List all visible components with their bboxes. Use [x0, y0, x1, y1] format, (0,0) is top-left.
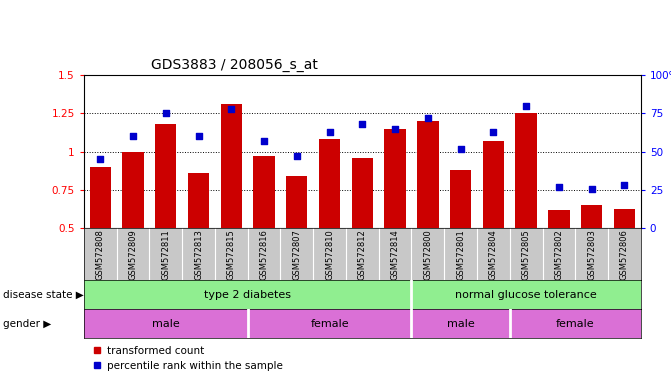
Bar: [188, 173, 209, 228]
Text: gender ▶: gender ▶: [3, 318, 52, 329]
Text: GSM572812: GSM572812: [358, 229, 367, 280]
Text: normal glucose tolerance: normal glucose tolerance: [455, 290, 597, 300]
Bar: [84, 280, 411, 309]
Bar: [155, 124, 176, 228]
Text: GSM572803: GSM572803: [587, 229, 596, 280]
Text: GSM572810: GSM572810: [325, 229, 334, 280]
Text: GSM572804: GSM572804: [489, 229, 498, 280]
Bar: [90, 167, 111, 228]
Text: male: male: [152, 318, 180, 329]
Text: GSM572807: GSM572807: [293, 229, 301, 280]
Text: GSM572813: GSM572813: [194, 229, 203, 280]
Text: GSM572815: GSM572815: [227, 229, 236, 280]
Text: type 2 diabetes: type 2 diabetes: [204, 290, 291, 300]
Bar: [248, 309, 411, 338]
Bar: [417, 121, 439, 228]
Bar: [548, 210, 570, 228]
Point: [160, 110, 171, 116]
Point: [259, 138, 270, 144]
Text: GSM572809: GSM572809: [129, 229, 138, 280]
Point: [127, 133, 138, 139]
Point: [95, 156, 105, 162]
Bar: [510, 309, 641, 338]
Bar: [614, 209, 635, 228]
Point: [586, 185, 597, 192]
Text: GSM572800: GSM572800: [423, 229, 432, 280]
Bar: [221, 104, 242, 228]
Bar: [482, 141, 504, 228]
Bar: [411, 309, 510, 338]
Point: [324, 129, 335, 135]
Bar: [286, 176, 307, 228]
Point: [193, 133, 204, 139]
Point: [357, 121, 368, 127]
Bar: [319, 139, 340, 228]
Text: GSM572814: GSM572814: [391, 229, 400, 280]
Bar: [84, 309, 248, 338]
Text: disease state ▶: disease state ▶: [3, 290, 84, 300]
Bar: [581, 205, 603, 228]
Point: [554, 184, 564, 190]
Bar: [352, 158, 373, 228]
Point: [619, 182, 630, 189]
Text: GSM572801: GSM572801: [456, 229, 465, 280]
Bar: [384, 129, 406, 228]
Point: [455, 146, 466, 152]
Text: female: female: [556, 318, 595, 329]
Legend: transformed count, percentile rank within the sample: transformed count, percentile rank withi…: [89, 341, 287, 375]
Text: GSM572811: GSM572811: [161, 229, 170, 280]
Bar: [450, 170, 471, 228]
Text: GSM572808: GSM572808: [96, 229, 105, 280]
Point: [488, 129, 499, 135]
Bar: [411, 280, 641, 309]
Text: GSM572806: GSM572806: [620, 229, 629, 280]
Point: [521, 103, 531, 109]
Text: GSM572802: GSM572802: [554, 229, 564, 280]
Text: GSM572816: GSM572816: [260, 229, 268, 280]
Text: male: male: [447, 318, 474, 329]
Bar: [515, 113, 537, 228]
Bar: [254, 156, 274, 228]
Point: [423, 115, 433, 121]
Text: GDS3883 / 208056_s_at: GDS3883 / 208056_s_at: [151, 58, 317, 73]
Text: female: female: [310, 318, 349, 329]
Text: GSM572805: GSM572805: [521, 229, 531, 280]
Point: [291, 153, 302, 159]
Bar: [122, 152, 144, 228]
Point: [390, 126, 401, 132]
Point: [226, 106, 237, 112]
